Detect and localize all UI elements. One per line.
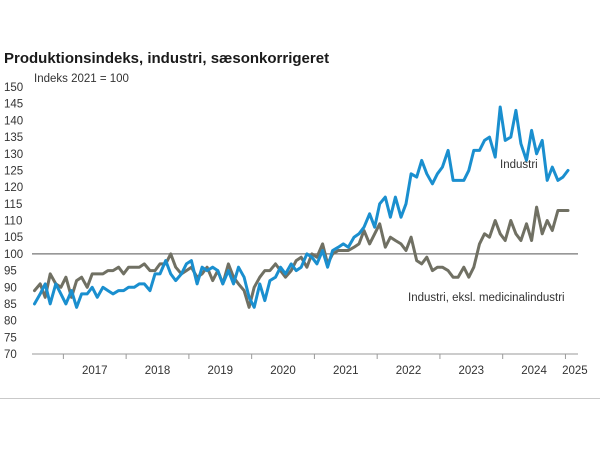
- x-tick-label: 2017: [82, 365, 108, 377]
- y-tick-label: 105: [4, 232, 23, 244]
- y-tick-label: 145: [4, 99, 23, 111]
- y-tick-label: 70: [4, 349, 17, 361]
- y-tick-label: 135: [4, 132, 23, 144]
- series-line-industri: [33, 105, 570, 309]
- x-axis-ticks: 2017 2018 2019 2020 2021 2022 2023 2024 2025: [62, 354, 588, 377]
- y-tick-label: 110: [4, 216, 22, 228]
- y-tick-label: 140: [4, 115, 23, 127]
- y-tick-label: 100: [4, 249, 23, 261]
- y-tick-label: 95: [4, 266, 17, 278]
- x-tick-label: 2018: [145, 365, 171, 377]
- y-tick-label: 115: [4, 199, 22, 211]
- y-tick-label: 90: [4, 282, 17, 294]
- y-tick-label: 120: [4, 182, 23, 194]
- series-label-industri: Industri: [500, 159, 538, 171]
- chart-title: Produktionsindeks, industri, sæsonkorrig…: [4, 50, 330, 67]
- x-tick-label: 2021: [333, 365, 359, 377]
- y-tick-label: 80: [4, 316, 17, 328]
- x-tick-label: 2025: [562, 365, 588, 377]
- x-tick-label: 2020: [270, 365, 296, 377]
- x-tick-label: 2019: [207, 365, 233, 377]
- x-tick-label: 2022: [396, 365, 422, 377]
- y-tick-label: 85: [4, 299, 17, 311]
- y-tick-label: 125: [4, 165, 23, 177]
- series-layer: [33, 105, 570, 309]
- y-axis-unit-label: Indeks 2021 = 100: [34, 73, 129, 85]
- bottom-divider: [0, 398, 600, 399]
- x-tick-label: 2024: [521, 365, 547, 377]
- y-axis-ticks: 150 145 140 135 130 125 120 115 110 105 100 95 90 85 8…: [4, 82, 23, 361]
- y-tick-label: 130: [4, 149, 23, 161]
- y-tick-label: 75: [4, 332, 17, 344]
- x-tick-label: 2023: [459, 365, 485, 377]
- y-tick-label: 150: [4, 82, 23, 94]
- series-label-industri-eksl-medicinal: Industri, eksl. medicinalindustri: [408, 292, 565, 304]
- series-line-industri-eksl-medicinal: [33, 205, 570, 309]
